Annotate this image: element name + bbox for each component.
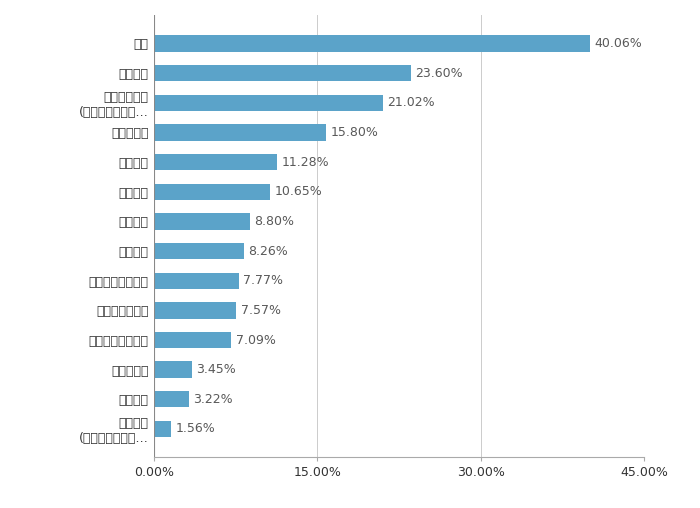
Text: 40.06%: 40.06% [594,37,643,50]
Bar [154,332,231,348]
Text: 7.57%: 7.57% [241,304,281,317]
Bar [154,124,326,141]
Bar [154,94,383,111]
Text: 7.77%: 7.77% [243,274,283,287]
Bar [154,391,189,407]
Text: 11.28%: 11.28% [281,155,329,169]
Bar [154,421,171,437]
Bar [154,302,237,319]
Text: 15.80%: 15.80% [330,126,378,139]
Text: 1.56%: 1.56% [175,423,215,435]
Bar [154,213,250,230]
Bar [154,243,244,259]
Text: 10.65%: 10.65% [274,185,322,198]
Text: 7.09%: 7.09% [236,333,275,346]
Text: 21.02%: 21.02% [387,97,435,109]
Bar [154,65,411,81]
Bar [154,273,239,289]
Text: 8.26%: 8.26% [248,244,288,258]
Text: 8.80%: 8.80% [254,215,294,228]
Text: 3.22%: 3.22% [193,393,233,406]
Text: 3.45%: 3.45% [196,363,236,376]
Bar [154,36,590,52]
Bar [154,362,192,378]
Bar [154,183,270,200]
Bar [154,154,276,170]
Text: 23.60%: 23.60% [415,67,463,80]
